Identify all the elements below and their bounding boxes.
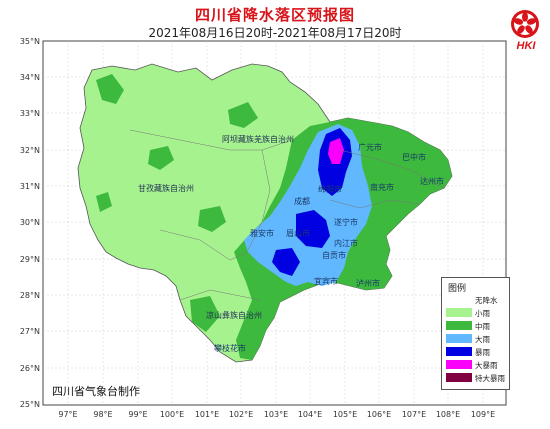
lat-tick: 27°N	[20, 327, 40, 336]
lon-tick: 103°E	[264, 410, 288, 419]
legend-swatch	[446, 360, 472, 369]
city-label-guangyuan: 广元市	[358, 142, 382, 152]
lon-tick: 97°E	[58, 410, 77, 419]
city-label-nanchong: 南充市	[370, 182, 394, 192]
map-subtitle: 2021年08月16日20时-2021年08月17日20时	[148, 26, 402, 40]
legend-label: 大雨	[475, 335, 490, 344]
city-label-zigong: 自贡市	[322, 250, 346, 260]
lon-tick: 102°E	[229, 410, 253, 419]
lon-tick: 106°E	[367, 410, 391, 419]
legend-label: 暴雨	[475, 348, 490, 357]
legend-item: 特大暴雨	[446, 373, 508, 383]
legend-swatch	[446, 308, 472, 317]
lat-tick: 30°N	[20, 218, 40, 227]
legend-label: 特大暴雨	[475, 374, 505, 383]
lat-tick: 35°N	[20, 37, 40, 46]
lon-tick: 107°E	[402, 410, 426, 419]
lat-tick: 31°N	[20, 182, 40, 191]
lon-tick: 101°E	[195, 410, 219, 419]
city-label-yibin: 宜宾市	[314, 276, 338, 286]
legend-title: 图例	[448, 284, 467, 294]
city-label-neijiang: 内江市	[334, 238, 358, 248]
legend-item: 大雨	[446, 334, 508, 344]
region-label-liangshan: 凉山彝族自治州	[206, 310, 262, 320]
legend-swatch	[446, 347, 472, 356]
legend-label: 中雨	[475, 322, 490, 331]
lat-tick: 25°N	[20, 400, 40, 409]
legend-label: 大暴雨	[475, 361, 498, 370]
prefecture-boundaries	[129, 129, 445, 301]
lon-tick: 99°E	[128, 410, 147, 419]
legend-item: 小雨	[446, 308, 508, 318]
city-label-suining: 遂宁市	[334, 217, 358, 227]
legend-label: 小雨	[475, 309, 490, 318]
lon-tick: 104°E	[298, 410, 322, 419]
lon-tick: 100°E	[160, 410, 184, 419]
city-label-panzhihua: 攀枝花市	[214, 343, 246, 353]
logo-text: HKI	[516, 40, 536, 52]
legend-item: 无降水	[446, 295, 508, 305]
lat-tick: 34°N	[20, 73, 40, 82]
lon-tick: 105°E	[333, 410, 357, 419]
lat-tick: 32°N	[20, 146, 40, 155]
legend: 图例 无降水 小雨 中雨 大雨 暴雨 大暴雨 特大暴雨	[441, 277, 510, 390]
latitude-labels: 35°N 34°N 33°N 32°N 31°N 30°N 29°N 28°N …	[20, 37, 40, 409]
region-label-aba: 阿坝藏族羌族自治州	[222, 134, 294, 144]
city-label-yaan: 雅安市	[250, 228, 274, 238]
legend-swatch	[446, 334, 472, 343]
city-label-luzhou: 泸州市	[356, 278, 380, 288]
torrential-rain-area	[328, 138, 344, 164]
lat-tick: 33°N	[20, 109, 40, 118]
legend-item: 中雨	[446, 321, 508, 331]
city-label-mianyang: 绵阳市	[318, 184, 342, 194]
lon-tick: 108°E	[436, 410, 460, 419]
legend-swatch	[446, 373, 472, 382]
region-label-ganzi: 甘孜藏族自治州	[138, 183, 194, 193]
city-label-dazhou: 达州市	[420, 176, 444, 186]
city-label-chengdu: 成都	[294, 196, 310, 206]
lat-tick: 26°N	[20, 364, 40, 373]
legend-swatch	[446, 321, 472, 330]
map-title: 四川省降水落区预报图	[194, 6, 355, 24]
hki-logo-icon	[511, 10, 539, 38]
longitude-labels: 97°E 98°E 99°E 100°E 101°E 102°E 103°E 1…	[58, 410, 495, 419]
legend-swatch	[446, 295, 472, 304]
lon-tick: 98°E	[93, 410, 112, 419]
lat-tick: 29°N	[20, 255, 40, 264]
credit-text: 四川省气象台制作	[52, 385, 140, 398]
city-label-bazhong: 巴中市	[402, 152, 426, 162]
lat-tick: 28°N	[20, 291, 40, 300]
lon-tick: 109°E	[471, 410, 495, 419]
legend-label: 无降水	[475, 296, 498, 305]
legend-item: 大暴雨	[446, 360, 508, 370]
city-label-meishan: 眉山市	[286, 228, 310, 238]
legend-item: 暴雨	[446, 347, 508, 357]
